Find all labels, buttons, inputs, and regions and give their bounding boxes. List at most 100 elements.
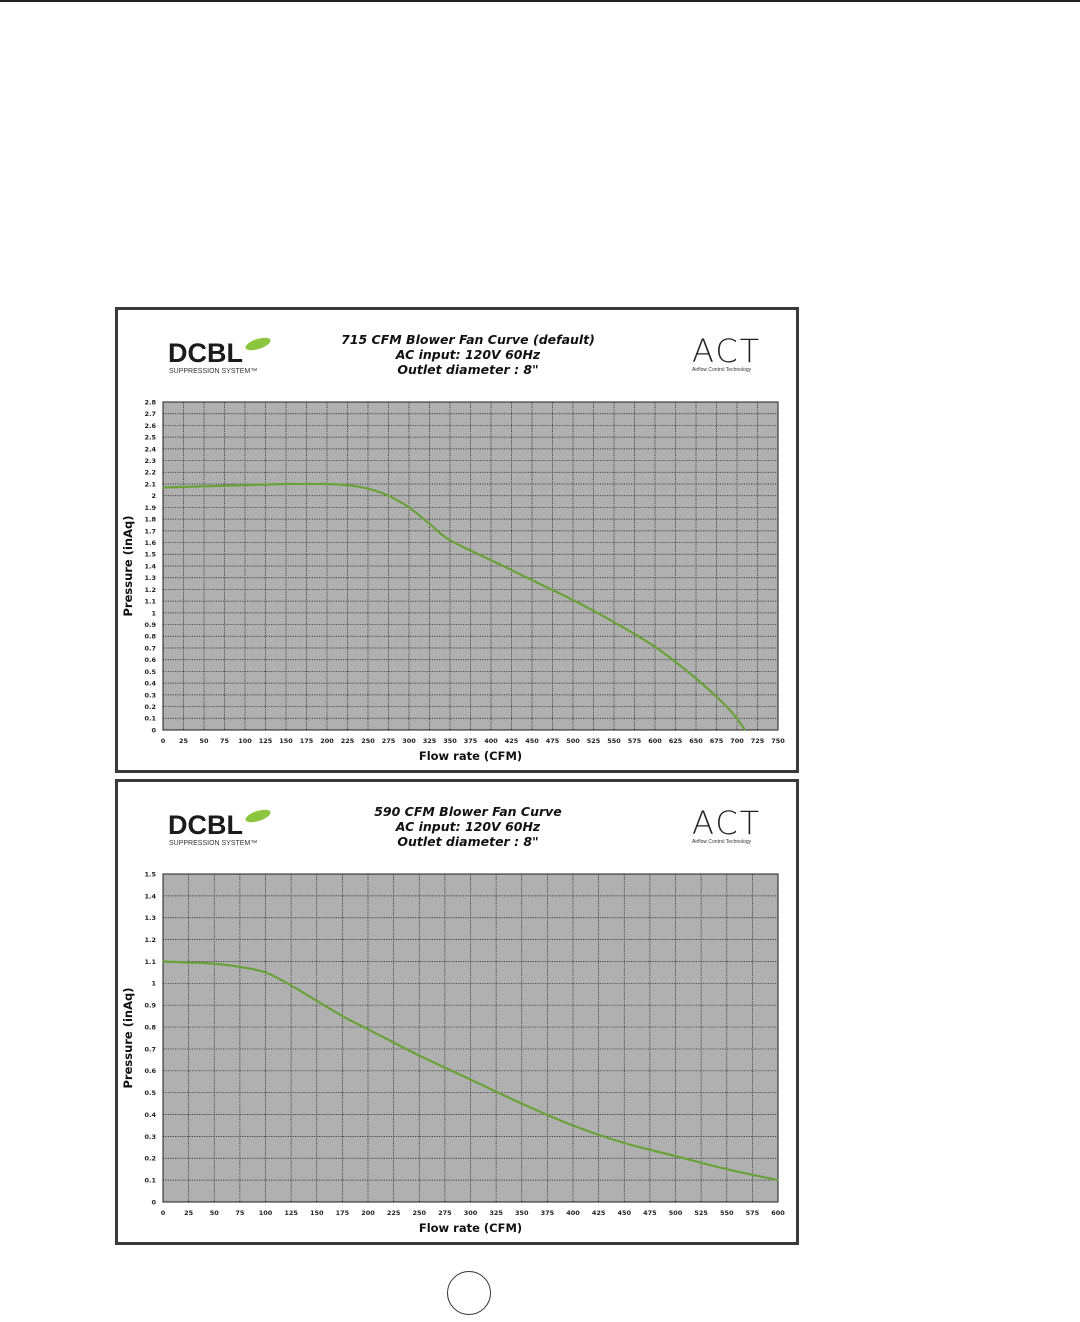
act-logo-text: ACT: [692, 806, 761, 842]
y-tick-label: 1.7: [144, 527, 156, 535]
x-tick-label: 225: [387, 1209, 401, 1217]
x-tick-label: 625: [669, 737, 683, 745]
x-tick-label: 275: [382, 737, 396, 745]
y-tick-label: 0.7: [144, 1045, 156, 1053]
y-tick-label: 2.8: [144, 398, 156, 406]
x-tick-label: 300: [464, 1209, 478, 1217]
gridlines: [162, 873, 779, 1203]
x-tick-label: 475: [546, 737, 560, 745]
x-tick-label: 375: [464, 737, 478, 745]
x-tick-label: 25: [184, 1209, 194, 1217]
y-tick-label: 2: [151, 492, 156, 500]
x-tick-label: 100: [238, 737, 252, 745]
x-tick-label: 425: [505, 737, 519, 745]
y-tick-label: 2.5: [144, 434, 156, 442]
x-tick-label: 325: [489, 1209, 503, 1217]
chart-subtitle-outlet: Outlet diameter : 8": [397, 834, 539, 849]
x-tick-label: 0: [161, 1209, 166, 1217]
fan-curve-plot-715: 0 25 50 75 100 125 150 175 200 225 250 275 300 325 350…: [121, 398, 785, 763]
chart-heading: 590 CFM Blower Fan Curve AC input: 120V …: [318, 804, 618, 849]
x-tick-label: 425: [592, 1209, 606, 1217]
y-tick-label: 1.5: [144, 551, 156, 559]
x-tick-label: 575: [628, 737, 642, 745]
x-tick-label: 350: [443, 737, 457, 745]
x-tick-label: 450: [525, 737, 539, 745]
x-tick-label: 250: [361, 737, 375, 745]
y-tick-label: 0.1: [144, 1177, 156, 1185]
act-logo-subtext: Airflow Control Technology: [692, 367, 752, 373]
x-tick-label: 175: [336, 1209, 350, 1217]
x-tick-label: 25: [179, 737, 189, 745]
x-tick-label: 150: [310, 1209, 324, 1217]
dcbl-logo: DCBL SUPPRESSION SYSTEM™: [168, 337, 271, 375]
chart-title: 715 CFM Blower Fan Curve (default): [341, 332, 595, 347]
x-tick-label: 200: [361, 1209, 375, 1217]
act-logo: ACT Airflow Control Technology: [692, 806, 761, 845]
x-tick-label: 75: [235, 1209, 245, 1217]
y-tick-label: 2.3: [144, 457, 156, 465]
x-tick-label: 175: [300, 737, 314, 745]
act-logo-text: ACT: [692, 334, 761, 370]
y-tick-label: 1.3: [144, 914, 156, 922]
x-tick-label: 75: [220, 737, 230, 745]
y-tick-label: 0.3: [144, 1133, 156, 1141]
x-tick-label: 400: [566, 1209, 580, 1217]
y-tick-label: 0: [151, 726, 156, 734]
y-tick-label: 0.6: [144, 1067, 156, 1075]
y-tick-label: 0.5: [144, 1089, 156, 1097]
y-tick-label: 0.9: [144, 1002, 156, 1010]
x-tick-label: 275: [438, 1209, 452, 1217]
y-tick-label: 0.6: [144, 656, 156, 664]
chart-subtitle-outlet: Outlet diameter : 8": [397, 362, 539, 377]
chart-heading: 715 CFM Blower Fan Curve (default) AC in…: [318, 332, 618, 377]
x-tick-label: 325: [423, 737, 437, 745]
x-tick-label: 500: [669, 1209, 683, 1217]
x-tick-label: 50: [210, 1209, 220, 1217]
y-tick-label: 1.2: [144, 936, 156, 944]
y-tick-label: 1.3: [144, 574, 156, 582]
x-tick-label: 500: [566, 737, 580, 745]
y-tick-label: 0.1: [144, 715, 156, 723]
x-tick-label: 575: [746, 1209, 760, 1217]
x-tick-label: 250: [412, 1209, 426, 1217]
x-tick-label: 450: [617, 1209, 631, 1217]
x-axis-title: Flow rate (CFM): [419, 749, 522, 763]
x-tick-label: 750: [771, 737, 785, 745]
top-rule: [0, 0, 1080, 2]
y-tick-label: 1.9: [144, 504, 156, 512]
x-tick-label: 125: [259, 737, 273, 745]
y-tick-label: 1: [151, 980, 156, 988]
y-tick-label: 1.2: [144, 586, 156, 594]
x-tick-label: 525: [694, 1209, 708, 1217]
x-tick-label: 150: [279, 737, 293, 745]
x-tick-label: 550: [720, 1209, 734, 1217]
leaf-icon: [245, 809, 271, 823]
x-tick-label: 550: [607, 737, 621, 745]
y-tick-label: 0.2: [144, 703, 156, 711]
y-tick-label: 0: [151, 1198, 156, 1206]
x-tick-label: 600: [648, 737, 662, 745]
fan-curve-line: [162, 960, 779, 1182]
dcbl-logo-text: DCBL: [168, 810, 243, 840]
x-tick-label: 350: [515, 1209, 529, 1217]
x-axis-title: Flow rate (CFM): [419, 1221, 522, 1235]
dcbl-logo-subtext: SUPPRESSION SYSTEM™: [169, 368, 257, 375]
page-marker-circle: [447, 1271, 491, 1315]
y-tick-label: 0.5: [144, 668, 156, 676]
x-tick-label: 475: [643, 1209, 657, 1217]
x-tick-label: 50: [199, 737, 209, 745]
x-tick-label: 675: [710, 737, 724, 745]
x-tick-label: 0: [161, 737, 166, 745]
y-tick-label: 1.6: [144, 539, 156, 547]
y-tick-label: 0.4: [144, 1111, 156, 1119]
plot-frame: [162, 401, 779, 731]
chart-title: 590 CFM Blower Fan Curve: [374, 804, 562, 819]
act-logo-subtext: Airflow Control Technology: [692, 839, 752, 845]
y-tick-label: 0.8: [144, 633, 156, 641]
x-tick-label: 525: [587, 737, 601, 745]
dcbl-logo: DCBL SUPPRESSION SYSTEM™: [168, 809, 271, 847]
y-tick-label: 1.5: [144, 870, 156, 878]
y-tick-label: 0.9: [144, 621, 156, 629]
dcbl-logo-text: DCBL: [168, 338, 243, 368]
y-tick-label: 2.4: [144, 445, 156, 453]
